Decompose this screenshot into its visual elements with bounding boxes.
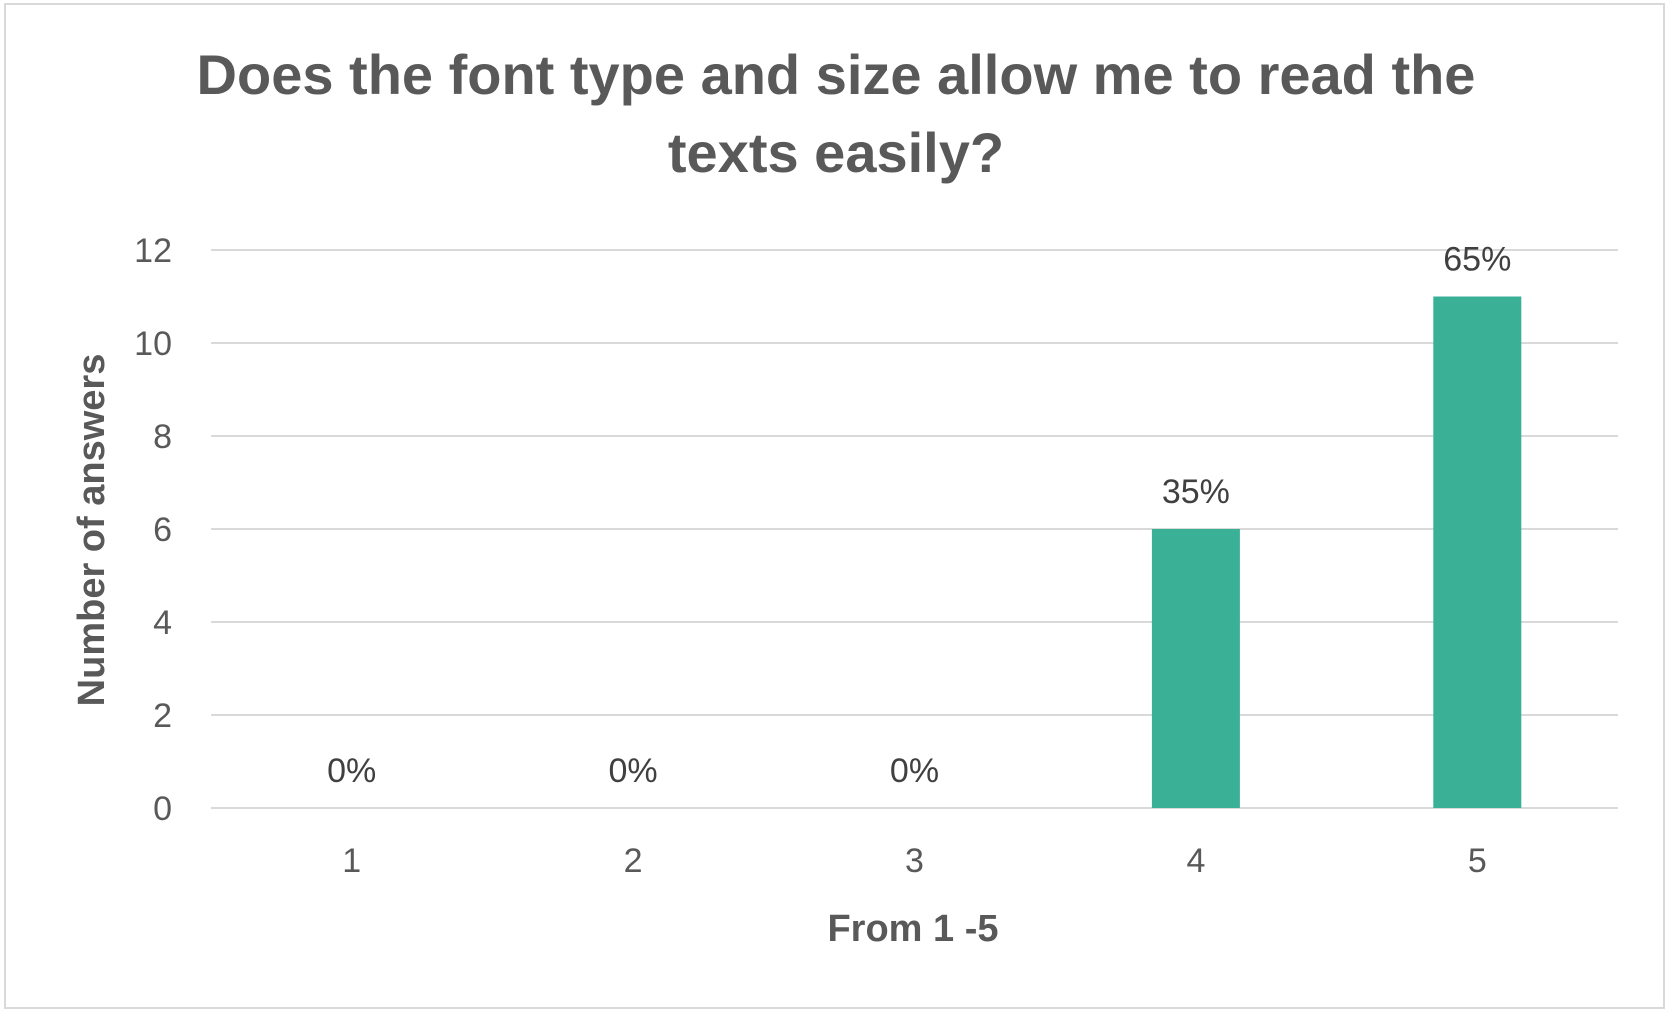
- data-label-1: 0%: [327, 752, 376, 790]
- bar-4: [1151, 529, 1240, 808]
- gridlines: [211, 249, 1618, 809]
- data-label-4: 35%: [1162, 473, 1230, 511]
- y-tick-label: 2: [153, 697, 172, 735]
- data-label-5: 65%: [1443, 241, 1511, 279]
- y-axis-title: Number of answers: [71, 354, 113, 707]
- y-tick-label: 8: [153, 418, 172, 456]
- y-tick-label: 10: [134, 325, 172, 363]
- bars: [1151, 296, 1522, 808]
- x-tick-label: 3: [905, 842, 924, 880]
- chart-frame: [4, 3, 1665, 1009]
- y-axis-ticks: 0 2 4 6 8 10 12: [134, 232, 172, 828]
- data-labels: 0% 0% 0% 35% 65%: [327, 241, 1511, 791]
- data-label-3: 0%: [890, 752, 939, 790]
- x-axis-ticks: 1 2 3 4 5: [342, 842, 1487, 880]
- data-label-2: 0%: [609, 752, 658, 790]
- x-tick-label: 5: [1468, 842, 1487, 880]
- y-tick-label: 0: [153, 790, 172, 828]
- x-tick-label: 2: [624, 842, 643, 880]
- x-tick-label: 1: [342, 842, 361, 880]
- y-tick-label: 4: [153, 604, 172, 642]
- y-tick-label: 6: [153, 511, 172, 549]
- bar-5: [1433, 296, 1522, 808]
- y-tick-label: 12: [134, 232, 172, 270]
- chart-title: Does the font type and size allow me to …: [196, 43, 1476, 184]
- x-axis-title: From 1 -5: [827, 908, 998, 950]
- x-tick-label: 4: [1186, 842, 1205, 880]
